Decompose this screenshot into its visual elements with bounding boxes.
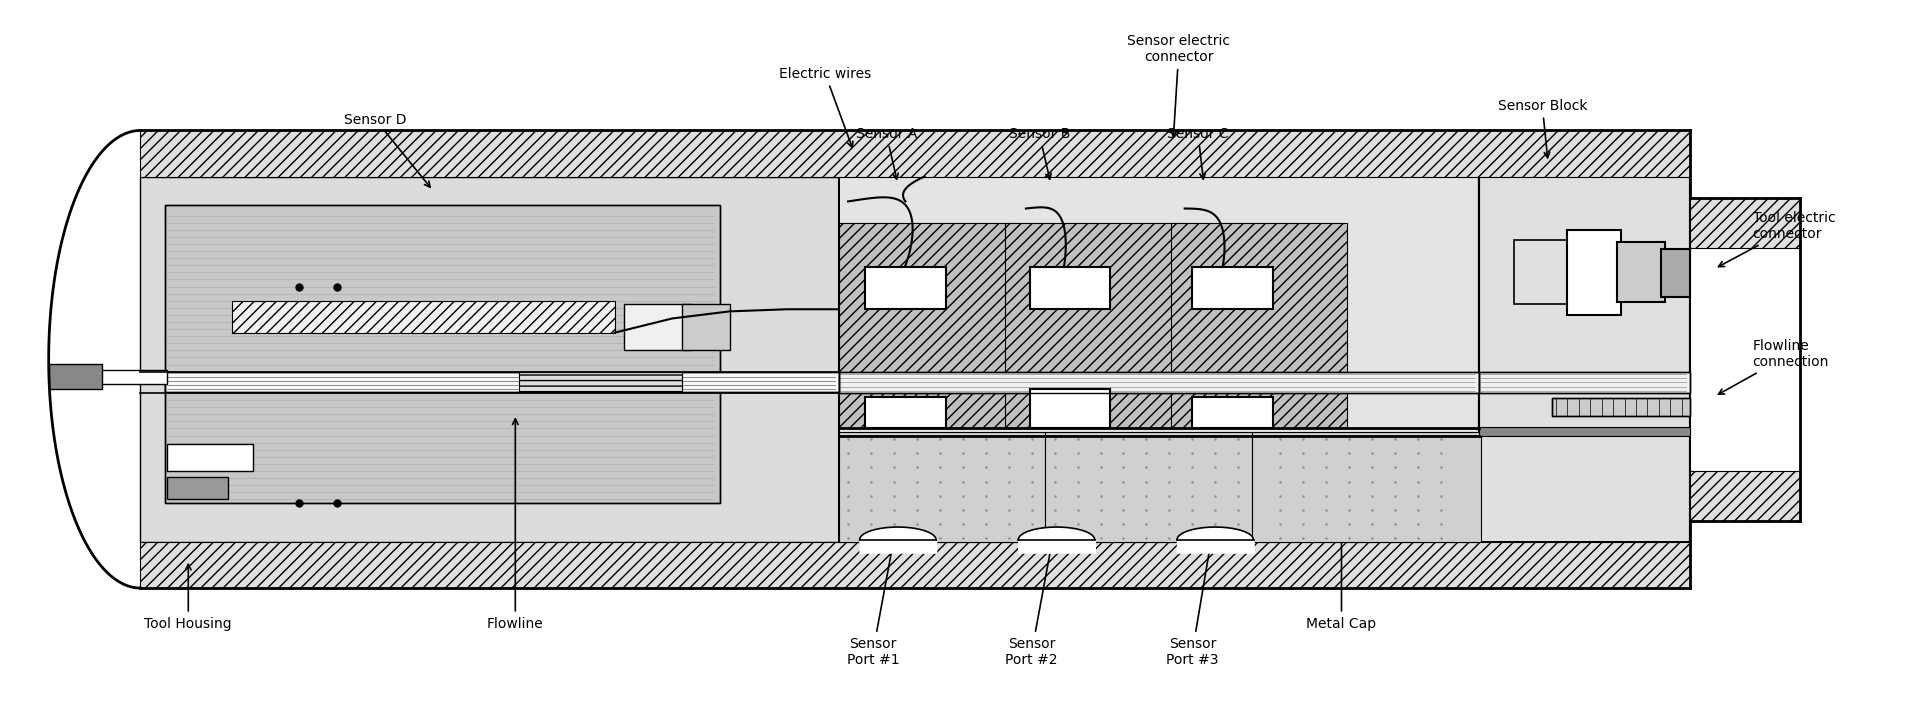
- Bar: [1617, 242, 1665, 302]
- Text: Tool electric
connector: Tool electric connector: [1719, 211, 1836, 267]
- Text: Flowline
connection: Flowline connection: [1719, 339, 1830, 394]
- Bar: [1552, 398, 1690, 415]
- Bar: [165, 205, 719, 503]
- Bar: [1481, 177, 1688, 541]
- Bar: [865, 397, 946, 428]
- Bar: [167, 477, 228, 499]
- Bar: [1661, 249, 1690, 297]
- Bar: [520, 372, 681, 392]
- Text: Sensor C: Sensor C: [1168, 127, 1229, 179]
- Text: Sensor D: Sensor D: [345, 113, 430, 187]
- Bar: [165, 372, 838, 392]
- Text: Tool Housing: Tool Housing: [144, 564, 232, 631]
- Bar: [167, 444, 253, 471]
- Bar: [1690, 471, 1801, 521]
- Bar: [838, 222, 1015, 428]
- Bar: [840, 177, 1477, 541]
- Bar: [1172, 222, 1346, 428]
- Bar: [1252, 432, 1481, 542]
- Bar: [1479, 427, 1690, 435]
- Bar: [1030, 390, 1111, 428]
- Bar: [48, 364, 102, 390]
- Bar: [865, 267, 946, 310]
- Bar: [681, 305, 729, 350]
- Text: Electric wires: Electric wires: [779, 66, 871, 147]
- Bar: [838, 177, 1479, 542]
- Bar: [165, 205, 719, 503]
- Bar: [1690, 198, 1801, 247]
- Bar: [48, 370, 167, 385]
- Bar: [1045, 432, 1252, 542]
- Bar: [1513, 240, 1571, 305]
- Bar: [140, 177, 838, 542]
- Bar: [625, 305, 690, 350]
- Bar: [1567, 230, 1621, 315]
- Bar: [165, 372, 838, 392]
- Bar: [1030, 267, 1111, 310]
- Text: Sensor
Port #2: Sensor Port #2: [1005, 543, 1059, 667]
- Text: Sensor electric
connector: Sensor electric connector: [1128, 34, 1231, 137]
- Text: Metal Cap: Metal Cap: [1306, 515, 1377, 631]
- Text: Sensor
Port #3: Sensor Port #3: [1166, 543, 1218, 667]
- Bar: [1479, 177, 1690, 542]
- Bar: [1479, 372, 1690, 393]
- Bar: [838, 432, 1045, 542]
- Bar: [140, 130, 1690, 177]
- Bar: [1005, 222, 1181, 428]
- Bar: [838, 372, 1479, 393]
- Text: Sensor A: Sensor A: [855, 127, 917, 179]
- Text: Sensor Block: Sensor Block: [1498, 99, 1586, 158]
- Bar: [1193, 267, 1274, 310]
- Text: Sensor
Port #1: Sensor Port #1: [846, 543, 900, 667]
- Bar: [232, 301, 616, 332]
- Bar: [1479, 372, 1690, 393]
- Text: Flowline: Flowline: [487, 419, 543, 631]
- Bar: [140, 542, 1690, 588]
- Bar: [1552, 398, 1690, 415]
- Bar: [1193, 397, 1274, 428]
- Text: Sensor B: Sensor B: [1009, 127, 1070, 179]
- Bar: [838, 372, 1479, 393]
